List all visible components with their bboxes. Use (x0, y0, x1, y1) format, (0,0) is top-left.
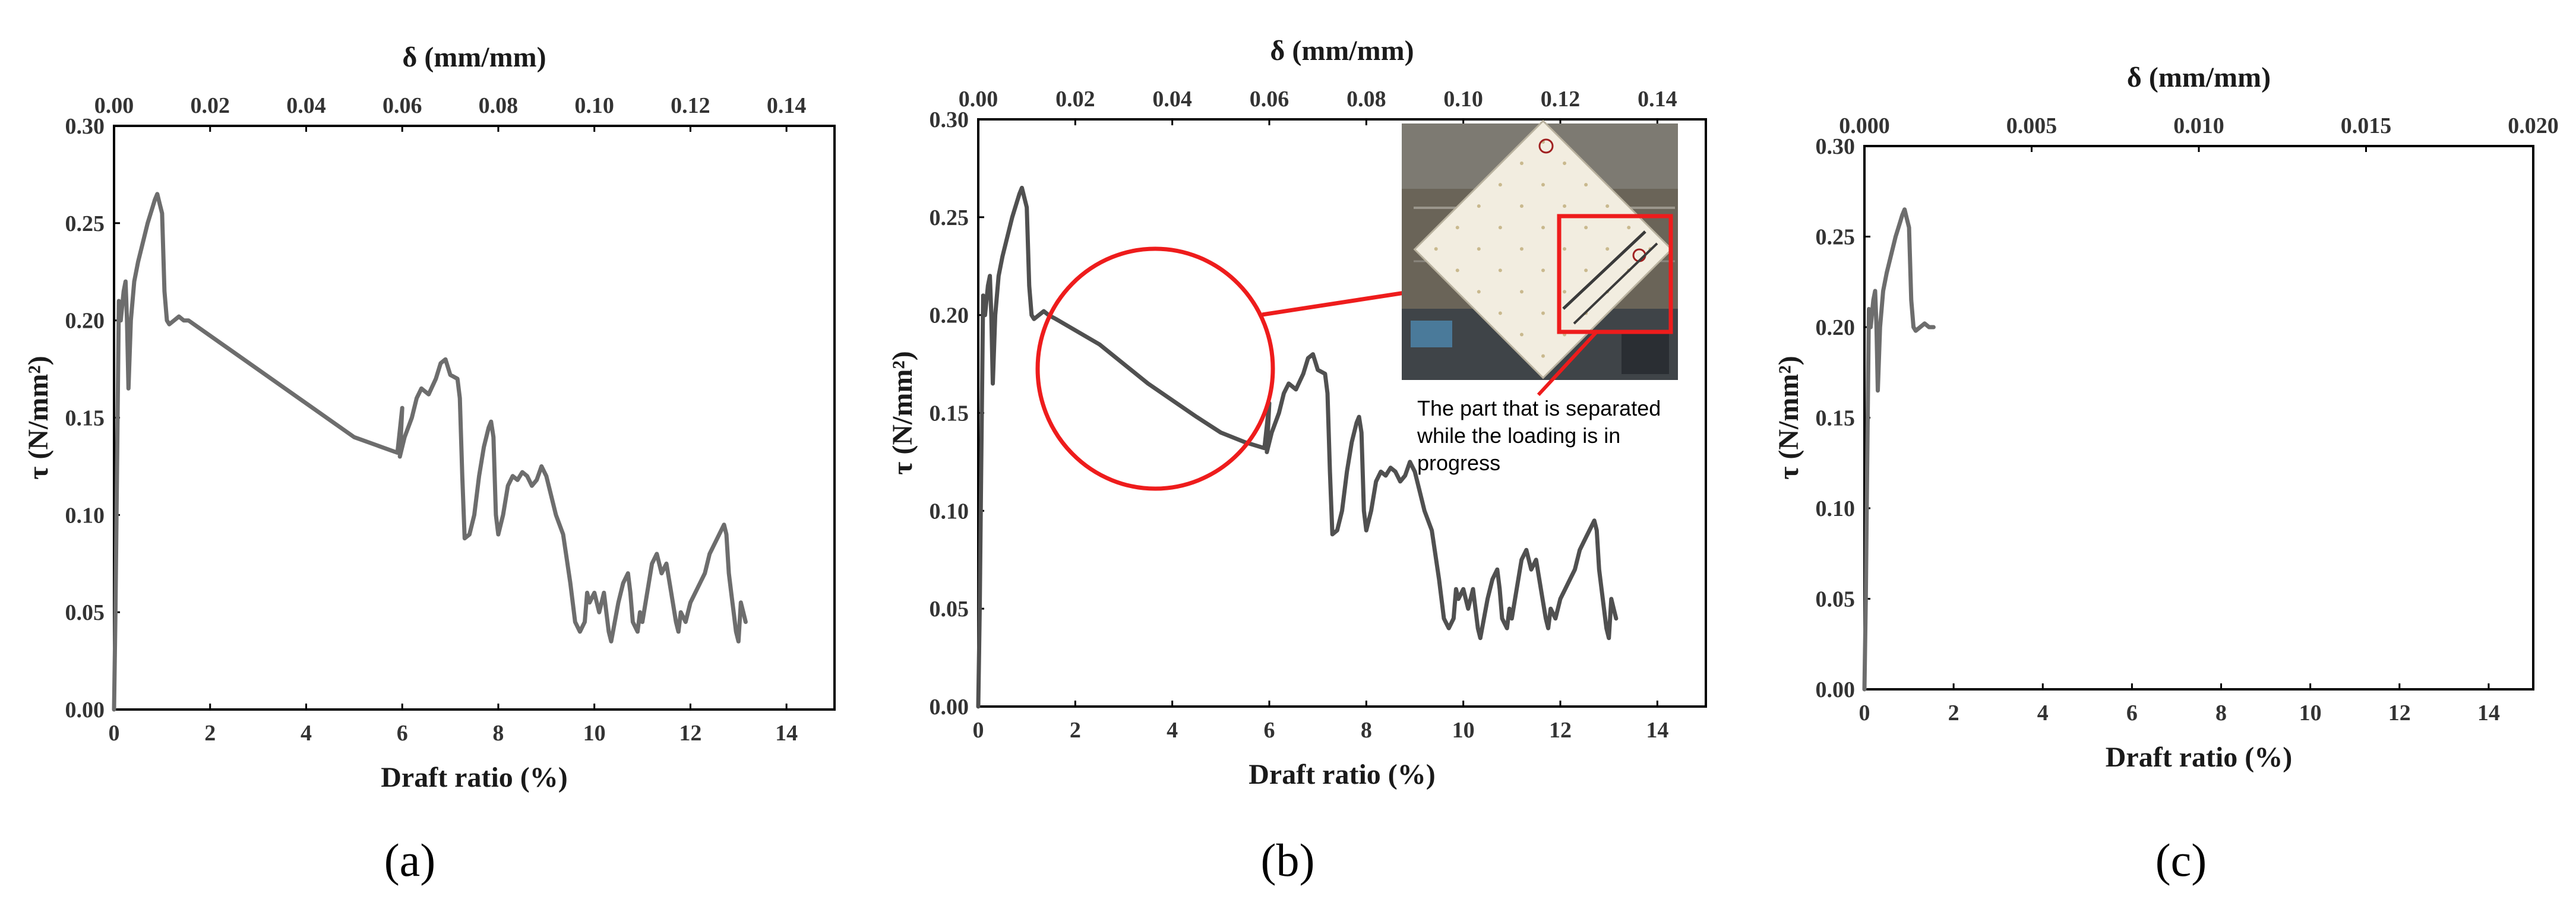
series-line (112, 192, 748, 712)
x2-tick-label: 0.14 (1638, 87, 1677, 112)
x-tick-label: 14 (1646, 718, 1668, 743)
plot-frame (113, 125, 836, 711)
x2-tick-label: 0.12 (1541, 87, 1581, 112)
series-line (976, 185, 1619, 709)
annotation-text: progress (1417, 451, 1500, 475)
y-tick-label: 0.20 (65, 309, 105, 334)
x-tick-label: 14 (775, 721, 798, 746)
highlight-circle (1035, 246, 1275, 491)
x2-tick-label: 0.015 (2341, 113, 2392, 138)
x-tick-label: 2 (204, 721, 216, 746)
chart-panel-b: 0 2 4 6 8 10 12 14 0.00 0.02 0.04 0.06 0.08 0.10 0.12 0… (887, 35, 1707, 886)
y-tick-label: 0.05 (1816, 587, 1856, 612)
panel-label: (c) (2155, 834, 2207, 886)
x2-tick-label: 0.14 (767, 93, 807, 118)
x-tick-label: 2 (1070, 718, 1081, 743)
y-tick-label: 0.15 (65, 406, 105, 431)
annotation-pointer (1537, 329, 1600, 397)
y-tick-label: 0.00 (1816, 677, 1856, 702)
x-tick-label: 0 (109, 721, 120, 746)
panel-label: (a) (384, 834, 436, 886)
x-tick-label: 8 (1361, 718, 1372, 743)
x2-tick-label: 0.00 (94, 93, 134, 118)
x2-tick-label: 0.04 (286, 93, 326, 118)
x-axis-title: Draft ratio (%) (1249, 759, 1436, 790)
y-tick-label: 0.15 (930, 401, 969, 426)
x2-tick-label: 0.020 (2508, 113, 2559, 138)
x2-tick-label: 0.10 (1443, 87, 1483, 112)
x-tick-label: 12 (679, 721, 701, 746)
y-tick-label: 0.25 (1816, 225, 1856, 250)
x-tick-label: 2 (1948, 701, 1959, 726)
x-tick-label: 14 (2477, 701, 2500, 726)
x-tick-label: 12 (1549, 718, 1572, 743)
x2-tick-label: 0.000 (1839, 113, 1890, 138)
y-tick-label: 0.10 (65, 503, 105, 528)
annotation-text: The part that is separated (1417, 396, 1661, 420)
x-tick-label: 10 (583, 721, 606, 746)
x2-tick-label: 0.010 (2173, 113, 2224, 138)
y-tick-label: 0.30 (1816, 134, 1856, 159)
x2-tick-label: 0.12 (671, 93, 710, 118)
x2-axis-title: δ (mm/mm) (2127, 62, 2271, 93)
x2-tick-label: 0.06 (1250, 87, 1289, 112)
x-axis-title: Draft ratio (%) (381, 762, 568, 793)
annotation-text: while the loading is in (1417, 423, 1620, 448)
x-axis-title: Draft ratio (%) (2106, 742, 2293, 773)
x2-tick-label: 0.02 (190, 93, 230, 118)
x-tick-label: 6 (2126, 701, 2138, 726)
x2-tick-label: 0.08 (479, 93, 519, 118)
y-tick-label: 0.20 (930, 303, 969, 328)
x-tick-label: 12 (2388, 701, 2411, 726)
x2-axis-title: δ (mm/mm) (1270, 35, 1414, 66)
y-tick-label: 0.25 (930, 205, 969, 230)
y-tick-label: 0.30 (65, 114, 105, 139)
x2-tick-label: 0.04 (1152, 87, 1192, 112)
x-tick-label: 6 (397, 721, 408, 746)
y-tick-label: 0.05 (930, 597, 969, 622)
x2-tick-label: 0.08 (1347, 87, 1386, 112)
y-axis-title: τ (N/mm²) (1773, 356, 1804, 479)
y-axis-title: τ (N/mm²) (23, 356, 54, 479)
inset-photo (1402, 119, 1678, 380)
x2-tick-label: 0.005 (2006, 113, 2057, 138)
x-tick-label: 8 (492, 721, 504, 746)
x2-tick-label: 0.00 (959, 87, 998, 112)
chart-panel-c: 0 2 4 6 8 10 12 14 0.000 0.005 0.010 0.015 0.020 0.00… (1773, 62, 2559, 886)
series-line (1862, 207, 1936, 692)
x-tick-label: 10 (2299, 701, 2322, 726)
x2-tick-label: 0.02 (1055, 87, 1095, 112)
y-tick-label: 0.10 (930, 499, 969, 524)
x-tick-label: 4 (2037, 701, 2049, 726)
y-axis-title: τ (N/mm²) (887, 351, 918, 474)
x2-axis-title: δ (mm/mm) (402, 42, 546, 73)
plot-frame (1863, 145, 2534, 691)
y-tick-label: 0.15 (1816, 406, 1856, 431)
y-tick-label: 0.05 (65, 600, 105, 625)
y-tick-label: 0.30 (930, 107, 969, 132)
x2-tick-label: 0.10 (574, 93, 614, 118)
x-tick-label: 0 (973, 718, 984, 743)
x2-tick-label: 0.06 (383, 93, 422, 118)
y-tick-label: 0.20 (1816, 315, 1856, 340)
y-tick-label: 0.00 (930, 695, 969, 720)
x-tick-label: 10 (1452, 718, 1475, 743)
x-tick-label: 4 (301, 721, 312, 746)
highlight-box (1557, 214, 1673, 334)
y-tick-label: 0.10 (1816, 496, 1856, 521)
x-tick-label: 0 (1859, 701, 1870, 726)
y-tick-label: 0.00 (65, 698, 105, 723)
y-tick-label: 0.25 (65, 211, 105, 236)
chart-panel-a: 0 2 4 6 8 10 12 14 0.00 0.02 0.04 0.06 0.08 0.10 0.12 0… (23, 42, 836, 886)
x-tick-label: 8 (2215, 701, 2227, 726)
x-tick-label: 6 (1264, 718, 1275, 743)
panel-label: (b) (1261, 834, 1315, 886)
x-tick-label: 4 (1167, 718, 1178, 743)
